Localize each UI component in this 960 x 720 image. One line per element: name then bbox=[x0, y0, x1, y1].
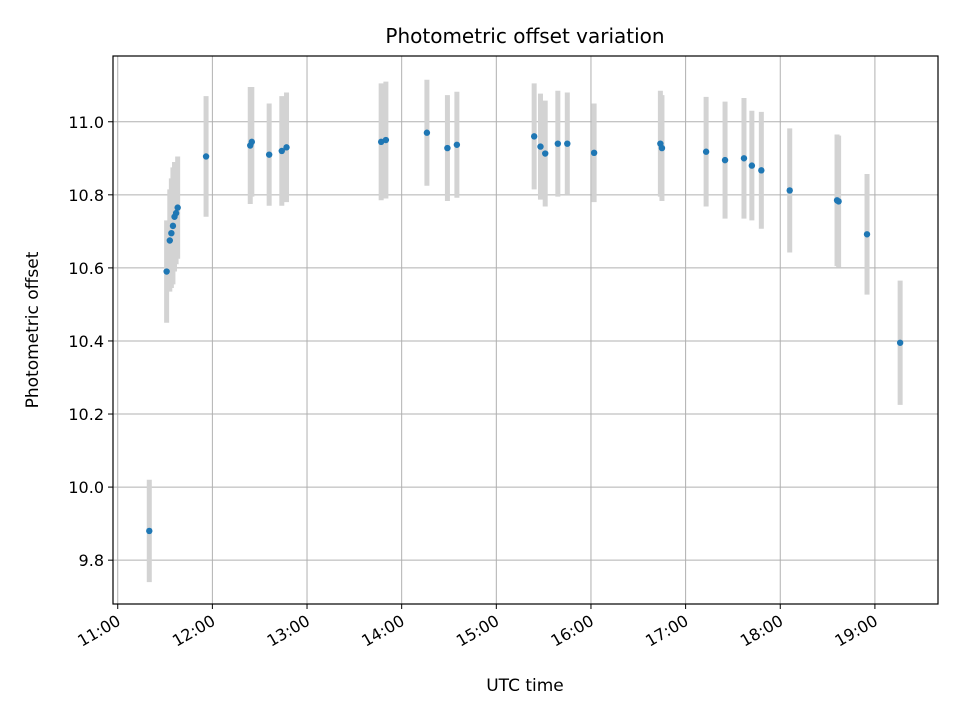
x-axis-label: UTC time bbox=[486, 676, 564, 696]
data-point bbox=[863, 231, 871, 238]
y-tick-label: 10.8 bbox=[68, 186, 104, 205]
y-tick-label: 10.0 bbox=[68, 478, 104, 497]
data-point bbox=[444, 144, 451, 152]
y-tick-label: 10.4 bbox=[68, 332, 104, 351]
data-point bbox=[166, 237, 173, 244]
data-point bbox=[202, 153, 210, 160]
x-tick-label: 11:00 bbox=[74, 611, 123, 651]
x-tick-label: 15:00 bbox=[453, 611, 502, 651]
data-point bbox=[721, 156, 729, 164]
data-point bbox=[163, 268, 170, 275]
data-point bbox=[168, 229, 175, 237]
data-point bbox=[248, 138, 256, 146]
data-point bbox=[835, 198, 842, 205]
data-point bbox=[265, 151, 273, 158]
x-tick-label: 16:00 bbox=[548, 611, 597, 651]
data-point bbox=[382, 136, 390, 144]
y-axis-ticks: 9.8 10.0 10.2 10.4 10.6 10.8 11.0 bbox=[68, 113, 113, 570]
x-tick-label: 17:00 bbox=[642, 611, 691, 651]
x-axis-ticks: 11:00 12:00 13:00 14:00 15:00 16:00 17:00 18:00… bbox=[74, 604, 881, 651]
data-point bbox=[146, 527, 153, 535]
data-point bbox=[786, 187, 793, 194]
data-point bbox=[748, 162, 756, 169]
y-tick-label: 10.2 bbox=[68, 405, 104, 424]
x-tick-label: 13:00 bbox=[264, 611, 313, 651]
data-point bbox=[564, 140, 571, 147]
x-tick-label: 18:00 bbox=[737, 611, 786, 651]
data-point bbox=[423, 129, 431, 136]
data-point bbox=[590, 149, 598, 157]
point-layer bbox=[146, 129, 904, 535]
data-point bbox=[896, 339, 904, 346]
errorbar-layer bbox=[146, 79, 903, 583]
data-point bbox=[658, 144, 666, 152]
x-tick-label: 19:00 bbox=[831, 611, 880, 651]
grid-layer bbox=[113, 56, 938, 604]
x-tick-label: 14:00 bbox=[358, 611, 407, 651]
data-point bbox=[283, 144, 290, 151]
data-point bbox=[169, 222, 177, 230]
data-point bbox=[530, 133, 538, 140]
plot-frame bbox=[112, 55, 939, 605]
data-point bbox=[278, 147, 285, 155]
x-tick-label: 12:00 bbox=[169, 611, 218, 651]
chart-title: Photometric offset variation bbox=[385, 24, 664, 48]
data-point bbox=[174, 204, 181, 211]
data-point bbox=[542, 150, 549, 157]
data-point bbox=[554, 140, 562, 147]
data-point bbox=[537, 143, 544, 150]
y-axis-label: Photometric offset bbox=[23, 251, 43, 408]
y-tick-label: 10.6 bbox=[68, 259, 104, 278]
data-point bbox=[758, 167, 765, 174]
data-point bbox=[740, 155, 748, 162]
data-point bbox=[702, 148, 710, 155]
data-point bbox=[172, 209, 180, 217]
y-tick-label: 11.0 bbox=[68, 113, 104, 132]
data-point bbox=[453, 141, 461, 148]
y-tick-label: 9.8 bbox=[79, 551, 104, 570]
